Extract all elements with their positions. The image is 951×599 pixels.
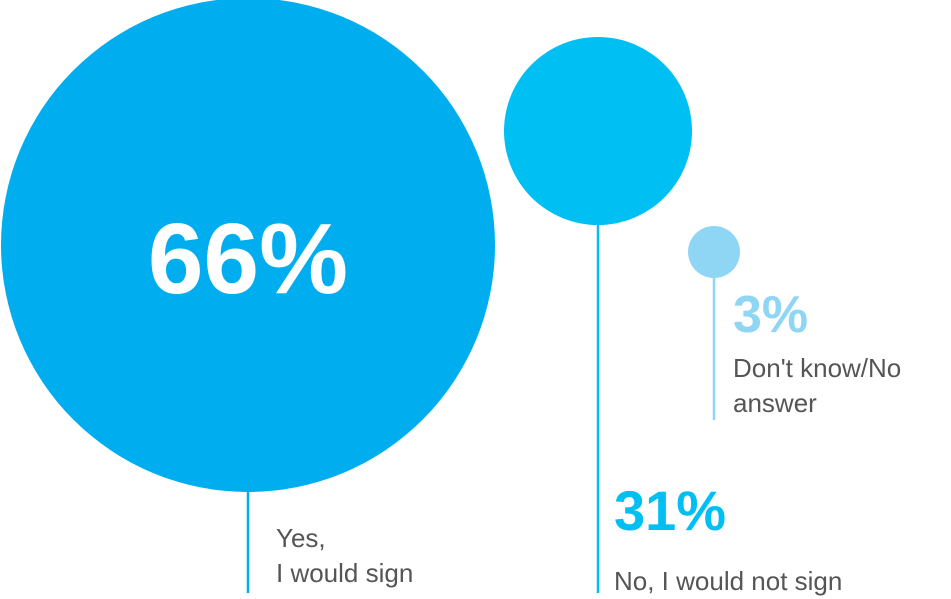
no-label-line1: No, I would not sign [614, 566, 842, 596]
yes-bubble [1, 0, 495, 492]
dk-label-line2: answer [733, 388, 817, 418]
no-percent: 31% [614, 479, 726, 542]
yes-percent: 66% [148, 203, 348, 315]
no-bubble [504, 37, 692, 225]
dk-percent: 3% [733, 286, 808, 344]
yes-label-line2: I would sign [276, 558, 413, 588]
dk-label-line1: Don't know/No [733, 353, 901, 383]
dk-bubble [688, 226, 740, 278]
yes-label-line1: Yes, [276, 523, 326, 553]
